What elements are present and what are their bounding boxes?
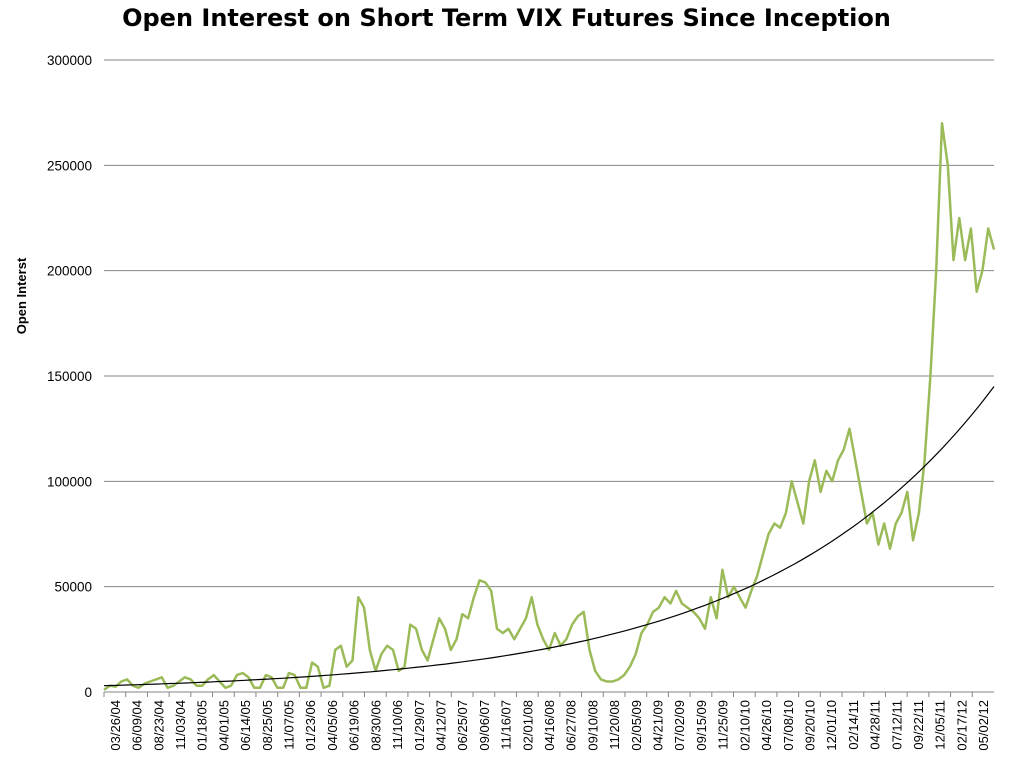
x-tick-label: 04/05/06 — [325, 700, 340, 751]
x-tick-label: 04/21/09 — [651, 700, 666, 751]
x-tick-label: 08/30/06 — [368, 700, 383, 751]
x-tick-label: 02/01/08 — [520, 700, 535, 751]
x-tick-label: 12/05/11 — [933, 700, 948, 750]
x-tick-label: 05/02/12 — [976, 700, 991, 751]
y-tick-label: 250000 — [47, 158, 92, 173]
gridlines — [104, 59, 994, 588]
x-axis-ticks: 03/26/04 06/09/04 08/23/04 11/03/04 01/18/05… — [103, 692, 991, 751]
x-tick-label: 02/17/12 — [954, 700, 969, 751]
x-tick-label: 07/02/09 — [672, 700, 687, 751]
y-tick-label: 100000 — [47, 474, 92, 489]
x-tick-label: 11/20/08 — [607, 700, 622, 750]
y-tick-label: 200000 — [47, 264, 92, 279]
x-tick-label: 08/23/04 — [151, 700, 166, 751]
x-tick-label: 02/14/11 — [846, 700, 861, 750]
y-tick-label: 150000 — [47, 369, 92, 384]
x-tick-label: 11/03/04 — [173, 700, 188, 750]
y-tick-label: 300000 — [47, 53, 92, 68]
y-axis-label: Open Interst — [14, 257, 29, 334]
x-tick-label: 06/19/06 — [347, 700, 362, 751]
x-tick-label: 03/26/04 — [108, 700, 123, 751]
y-axis-ticks: 0 50000 100000 150000 200000 250000 300000 — [47, 53, 92, 700]
x-tick-label: 01/18/05 — [195, 700, 210, 751]
x-tick-label: 04/01/05 — [216, 700, 231, 751]
x-tick-label: 12/01/10 — [824, 700, 839, 751]
x-tick-label: 11/07/05 — [282, 700, 297, 750]
x-tick-label: 09/22/11 — [911, 700, 926, 750]
x-tick-label: 04/26/10 — [759, 700, 774, 751]
x-tick-label: 04/16/08 — [542, 700, 557, 751]
x-tick-label: 04/12/07 — [433, 700, 448, 751]
x-tick-label: 01/29/07 — [412, 700, 427, 751]
x-tick-label: 07/08/10 — [781, 700, 796, 751]
trend-line — [103, 386, 995, 687]
y-tick-label: 50000 — [54, 580, 92, 595]
x-tick-label: 06/27/08 — [564, 700, 579, 751]
x-tick-label: 11/25/09 — [716, 700, 731, 750]
x-tick-label: 01/23/06 — [303, 700, 318, 751]
x-tick-label: 11/16/07 — [499, 700, 514, 750]
x-tick-label: 06/14/05 — [238, 700, 253, 751]
x-tick-label: 09/06/07 — [477, 700, 492, 751]
x-tick-label: 09/20/10 — [802, 700, 817, 751]
x-tick-label: 02/10/10 — [737, 700, 752, 751]
chart-title: Open Interest on Short Term VIX Futures … — [122, 4, 891, 32]
x-tick-label: 06/09/04 — [130, 700, 145, 751]
x-tick-label: 09/15/09 — [694, 700, 709, 751]
x-tick-label: 02/05/09 — [629, 700, 644, 751]
x-tick-label: 06/25/07 — [455, 700, 470, 751]
x-tick-label: 11/10/06 — [390, 700, 405, 750]
y-tick-label: 0 — [84, 685, 92, 700]
x-tick-label: 08/25/05 — [260, 700, 275, 751]
x-tick-label: 04/28/11 — [868, 700, 883, 750]
x-tick-label: 09/10/08 — [585, 700, 600, 751]
x-tick-label: 07/12/11 — [889, 700, 904, 750]
open-interest-line — [103, 121, 996, 691]
